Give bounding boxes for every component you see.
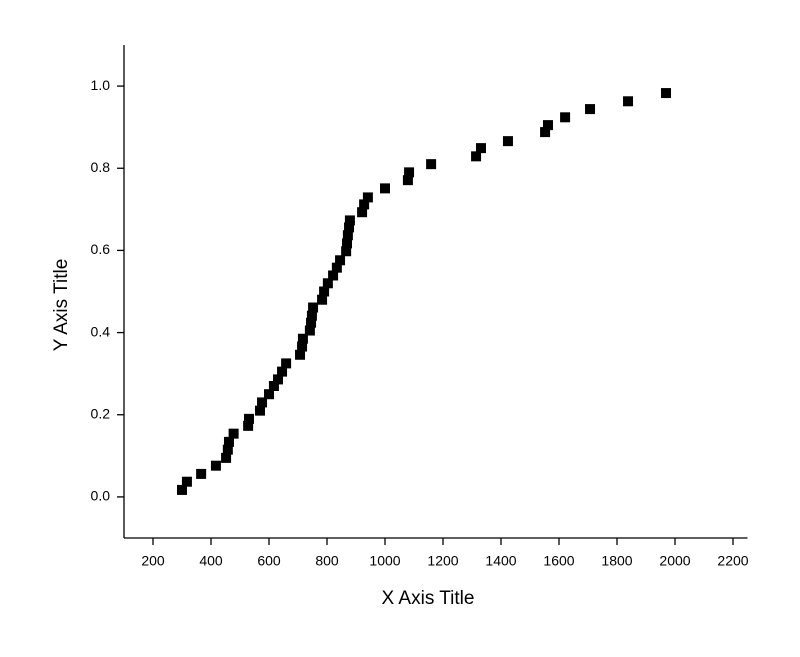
y-tick-label: 0.6 [91, 241, 111, 257]
marker [306, 310, 317, 321]
marker [359, 199, 370, 210]
y-tick-label: 0.2 [91, 405, 111, 421]
y-tick-label: 1.0 [91, 77, 111, 93]
marker [344, 222, 355, 233]
marker [357, 207, 368, 218]
x-tick-label: 2000 [659, 553, 690, 569]
marker [475, 143, 486, 154]
marker [181, 476, 192, 487]
marker [362, 192, 373, 203]
marker [297, 341, 308, 352]
marker [344, 215, 355, 226]
marker [342, 230, 353, 241]
x-tick-label: 1400 [485, 553, 516, 569]
x-tick-label: 200 [141, 553, 165, 569]
marker [319, 286, 330, 297]
x-tick-label: 1800 [601, 553, 632, 569]
x-tick-label: 1200 [427, 553, 458, 569]
marker [322, 278, 333, 289]
marker [264, 389, 274, 400]
marker [210, 460, 221, 471]
marker [196, 468, 207, 479]
marker [341, 246, 352, 257]
marker [502, 136, 513, 147]
marker [277, 366, 288, 377]
marker [295, 349, 306, 360]
marker [243, 420, 254, 431]
marker [268, 380, 279, 391]
x-tick-label: 2200 [717, 553, 748, 569]
marker [404, 167, 415, 178]
marker [623, 96, 634, 107]
marker [222, 444, 233, 455]
x-axis-title: X Axis Title [382, 588, 475, 609]
marker [661, 88, 672, 99]
marker [471, 151, 482, 162]
marker [308, 302, 319, 313]
marker [243, 413, 254, 424]
y-tick-label: 0.8 [91, 159, 111, 175]
x-tick-label: 1000 [369, 553, 400, 569]
marker [255, 405, 266, 416]
marker [426, 159, 437, 170]
marker [542, 120, 553, 131]
x-tick-label: 1600 [543, 553, 574, 569]
marker [223, 436, 234, 447]
x-tick-label: 800 [315, 553, 339, 569]
marker [304, 325, 315, 336]
marker [331, 262, 342, 273]
marker [281, 358, 292, 369]
marker [221, 452, 232, 463]
y-tick-label: 0.0 [91, 488, 111, 504]
marker [342, 238, 353, 249]
marker [257, 397, 268, 408]
x-tick-label: 600 [257, 553, 281, 569]
x-tick-label: 400 [199, 553, 223, 569]
marker [272, 374, 283, 385]
marker [585, 104, 596, 115]
marker [317, 294, 328, 305]
marker [328, 270, 339, 281]
marker [177, 484, 187, 495]
marker [306, 317, 317, 328]
marker [335, 255, 346, 266]
marker [228, 428, 239, 439]
marker [297, 333, 308, 344]
y-axis-title: Y Axis Title [51, 259, 72, 352]
y-tick-label: 0.4 [91, 323, 111, 339]
marker [560, 112, 571, 123]
marker [402, 175, 413, 186]
marker [380, 183, 390, 194]
marker [540, 127, 551, 138]
